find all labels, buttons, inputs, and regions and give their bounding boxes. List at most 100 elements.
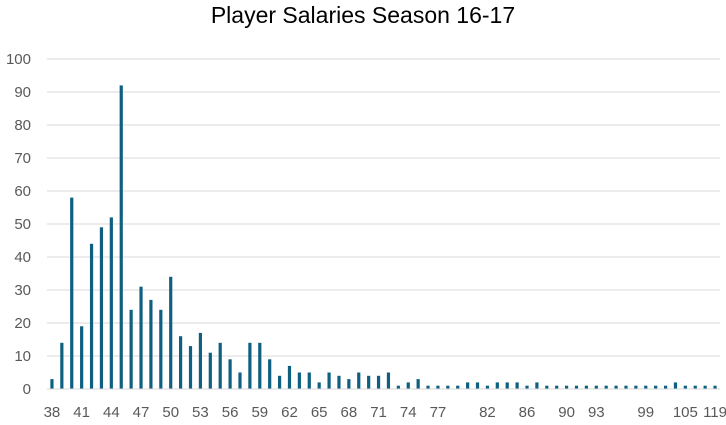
- bar-81: [475, 382, 480, 389]
- bar-82: [485, 385, 490, 389]
- bar-80: [466, 382, 470, 389]
- bar-98: [634, 385, 638, 389]
- bar-87: [535, 382, 539, 389]
- bars: [50, 85, 717, 390]
- y-tick-label: 90: [14, 84, 31, 101]
- bar-55: [218, 342, 222, 389]
- bar-45: [119, 85, 123, 390]
- bar-44: [109, 217, 113, 389]
- y-tick-label: 10: [14, 348, 31, 365]
- bar-88: [545, 385, 549, 389]
- x-tick-label: 86: [519, 404, 536, 421]
- bar-49: [159, 309, 163, 389]
- bar-95: [604, 385, 608, 389]
- bar-83: [495, 382, 499, 389]
- x-tick-label: 62: [281, 404, 298, 421]
- x-tick-label: 82: [479, 404, 496, 421]
- y-tick-label: 20: [14, 315, 31, 332]
- bar-46: [129, 309, 133, 389]
- x-tick-label: 65: [311, 404, 328, 421]
- x-tick-label: 74: [400, 404, 417, 421]
- x-tick-label: 47: [133, 404, 150, 421]
- bar-61: [277, 375, 282, 389]
- bar-68: [347, 379, 351, 389]
- bar-73: [396, 385, 400, 389]
- bar-62: [287, 365, 292, 389]
- bar-40: [70, 197, 74, 389]
- bar-63: [297, 372, 301, 389]
- bar-60: [268, 359, 272, 389]
- bar-43: [99, 227, 104, 389]
- bar-75: [416, 379, 420, 389]
- x-tick-label: 99: [637, 404, 654, 421]
- x-tick-label: 50: [162, 404, 179, 421]
- bar-41: [80, 326, 84, 389]
- bar-93: [594, 385, 598, 389]
- bar-97: [624, 385, 628, 389]
- bar-38: [50, 379, 54, 389]
- y-tick-label: 60: [14, 183, 31, 200]
- bar-108: [693, 385, 697, 389]
- x-tick-label: 41: [73, 404, 90, 421]
- bar-52: [188, 346, 193, 389]
- x-tick-label: 53: [192, 404, 209, 421]
- bar-100: [654, 385, 658, 389]
- bar-39: [60, 342, 64, 389]
- axes: 0 10 20 30 40 50 60 70 80 90 100 38 41 44 47 50 53 56 59 62…: [6, 51, 726, 421]
- y-tick-label: 40: [14, 249, 31, 266]
- bar-74: [406, 382, 410, 389]
- bar-91: [574, 385, 579, 389]
- chart-title: Player Salaries Season 16-17: [210, 2, 516, 28]
- bar-47: [139, 286, 143, 389]
- bar-71: [376, 375, 381, 389]
- bar-119: [713, 385, 717, 389]
- bar-77: [436, 385, 440, 389]
- gridlines: [47, 58, 720, 357]
- bar-85: [515, 382, 519, 389]
- bar-86: [525, 385, 529, 389]
- bar-101: [663, 385, 668, 389]
- bar-59: [258, 342, 262, 389]
- bar-102: [673, 382, 678, 389]
- bar-105: [683, 385, 687, 389]
- bar-54: [208, 352, 212, 389]
- y-tick-label: 0: [23, 381, 31, 398]
- x-tick-label: 93: [588, 404, 605, 421]
- bar-57: [238, 372, 242, 389]
- bar-84: [505, 382, 509, 389]
- x-tick-label: 44: [103, 404, 120, 421]
- x-tick-label: 56: [222, 404, 239, 421]
- bar-42: [89, 243, 94, 389]
- y-tick-label: 30: [14, 282, 31, 299]
- bar-48: [149, 299, 153, 389]
- bar-50: [169, 276, 173, 389]
- y-tick-label: 70: [14, 150, 31, 167]
- bar-66: [327, 372, 331, 389]
- x-tick-label: 119: [703, 404, 726, 421]
- bar-69: [357, 372, 361, 389]
- bar-65: [317, 382, 321, 389]
- bar-96: [614, 385, 618, 389]
- x-tick-label: 77: [430, 404, 447, 421]
- bar-78: [446, 385, 450, 389]
- x-tick-label: 105: [673, 404, 698, 421]
- x-tick-label: 90: [558, 404, 575, 421]
- bar-99: [644, 385, 648, 389]
- bar-58: [248, 342, 252, 389]
- bar-92: [584, 385, 588, 389]
- bar-89: [555, 385, 559, 389]
- x-tick-label: 38: [44, 404, 61, 421]
- bar-76: [426, 385, 430, 389]
- bar-67: [337, 375, 341, 389]
- y-tick-label: 80: [14, 117, 31, 134]
- y-tick-label: 100: [6, 51, 31, 68]
- bar-64: [307, 372, 311, 389]
- x-tick-label: 68: [341, 404, 358, 421]
- bar-110: [703, 385, 707, 389]
- bar-53: [198, 332, 203, 389]
- x-tick-label: 71: [370, 404, 387, 421]
- y-tick-label: 50: [14, 216, 31, 233]
- bar-72: [386, 372, 391, 389]
